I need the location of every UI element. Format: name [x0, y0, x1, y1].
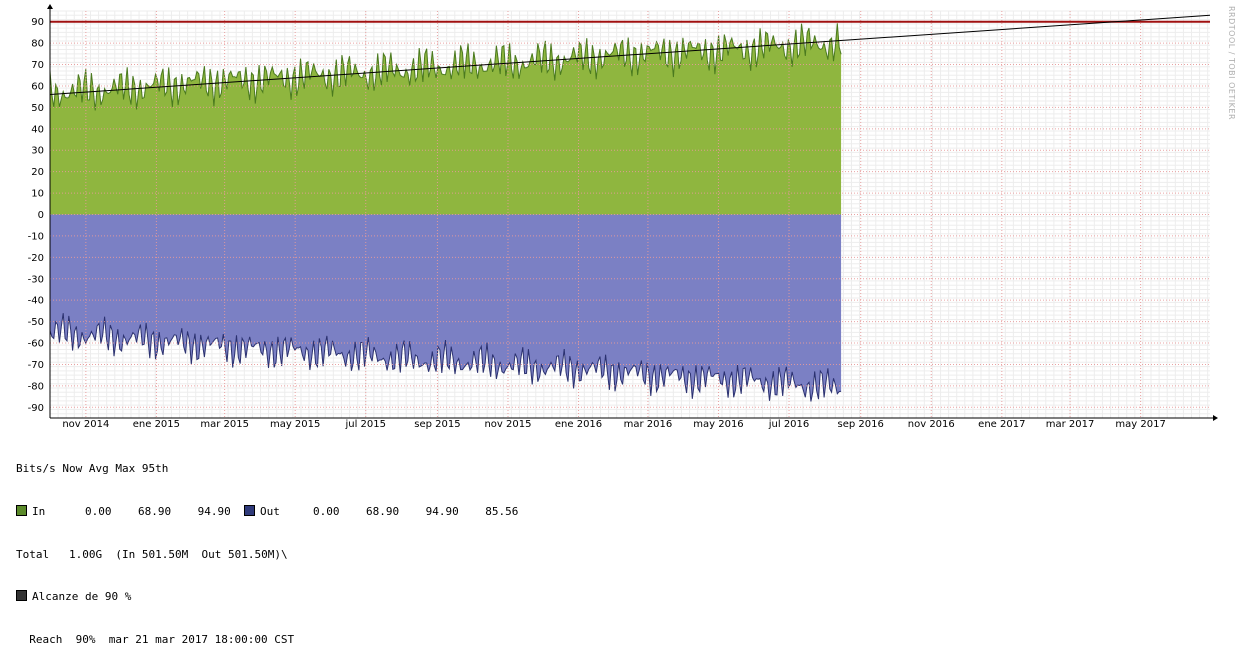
out-label: Out [260, 505, 280, 518]
y-tick-label: 70 [31, 60, 44, 71]
x-tick-label: nov 2015 [484, 419, 531, 430]
y-tick-label: -10 [28, 231, 44, 242]
total-label: Total [16, 547, 50, 561]
x-axis-arrow [1213, 415, 1218, 421]
total-value: 1.00G [69, 547, 103, 561]
x-tick-label: nov 2016 [908, 419, 955, 430]
total-detail: (In 501.50M Out 501.50M)\ [115, 547, 288, 561]
y-tick-label: 90 [31, 17, 44, 28]
series-line-out [49, 313, 842, 402]
y-tick-label: -90 [28, 403, 44, 414]
chart-canvas: 90 80 70 60 50 40 30 20 10 0 -10 -20 -30 -40 -50 -60 -70… [28, 4, 1218, 430]
legend-row-in-out: In 0.00 68.90 94.90 Out 0.00 68.90 94.90… [16, 505, 518, 519]
y-tick-label: -40 [28, 296, 44, 307]
y-tick-label: -70 [28, 360, 44, 371]
legend-total: Total 1.00G (In 501.50M Out 501.50M)\ [16, 548, 518, 562]
y-tick-label: -30 [28, 274, 44, 285]
trend-line [49, 14, 1211, 96]
legend-reach: Reach 90% mar 21 mar 2017 18:00:00 CST [16, 633, 518, 647]
y-tick-label: -80 [28, 381, 44, 392]
y-tick-label: 60 [31, 81, 44, 92]
rrdtool-watermark: RRDTOOL / TOBI OETIKER [1227, 6, 1236, 121]
y-tick-label: 20 [31, 167, 44, 178]
y-tick-label: -50 [28, 317, 44, 328]
out-now: 0.00 [313, 505, 340, 518]
x-tick-label: may 2015 [270, 419, 320, 430]
x-tick-label: jul 2016 [768, 419, 810, 430]
x-tick-label: ene 2017 [978, 419, 1025, 430]
y-tick-label: 40 [31, 124, 44, 135]
x-tick-label: sep 2015 [414, 419, 460, 430]
series-line-in [49, 23, 842, 111]
y-tick-label: 10 [31, 189, 44, 200]
threshold-swatch [16, 590, 27, 602]
y-tick-label: 50 [31, 103, 44, 114]
x-tick-label: nov 2014 [62, 419, 109, 430]
in-max: 94.90 [197, 505, 231, 518]
out-avg: 68.90 [366, 505, 400, 518]
out-max: 94.90 [425, 505, 459, 518]
y-tick-label: 80 [31, 39, 44, 50]
out-95th: 85.56 [485, 505, 519, 518]
x-tick-label: ene 2016 [555, 419, 602, 430]
y-tick-label: -60 [28, 339, 44, 350]
y-tick-label: 30 [31, 146, 44, 157]
x-tick-label: jul 2015 [344, 419, 386, 430]
x-tick-label: may 2017 [1115, 419, 1165, 430]
legend: Bits/s Now Avg Max 95th In 0.00 68.90 94… [16, 434, 518, 661]
x-tick-label: mar 2015 [200, 419, 249, 430]
y-axis-arrow [47, 4, 53, 9]
y-tick-label: -20 [28, 253, 44, 264]
in-now: 0.00 [85, 505, 112, 518]
x-tick-label: may 2016 [693, 419, 743, 430]
x-tick-label: ene 2015 [133, 419, 180, 430]
threshold-label: Alcanze de 90 % [32, 590, 132, 604]
y-tick-label: 0 [38, 210, 44, 221]
x-tick-label: mar 2017 [1046, 419, 1095, 430]
reach-line: Reach 90% mar 21 mar 2017 18:00:00 CST [29, 632, 295, 646]
traffic-graph: 90 80 70 60 50 40 30 20 10 0 -10 -20 -30 -40 -50 -60 -70… [28, 4, 1236, 430]
legend-header: Bits/s Now Avg Max 95th [16, 462, 169, 476]
series-area-in [50, 23, 842, 215]
in-label: In [32, 505, 46, 518]
series-area-out [50, 214, 842, 402]
in-avg: 68.90 [138, 505, 172, 518]
legend-threshold: Alcanze de 90 % [16, 590, 518, 604]
x-tick-label: mar 2016 [624, 419, 673, 430]
x-tick-label: sep 2016 [838, 419, 884, 430]
